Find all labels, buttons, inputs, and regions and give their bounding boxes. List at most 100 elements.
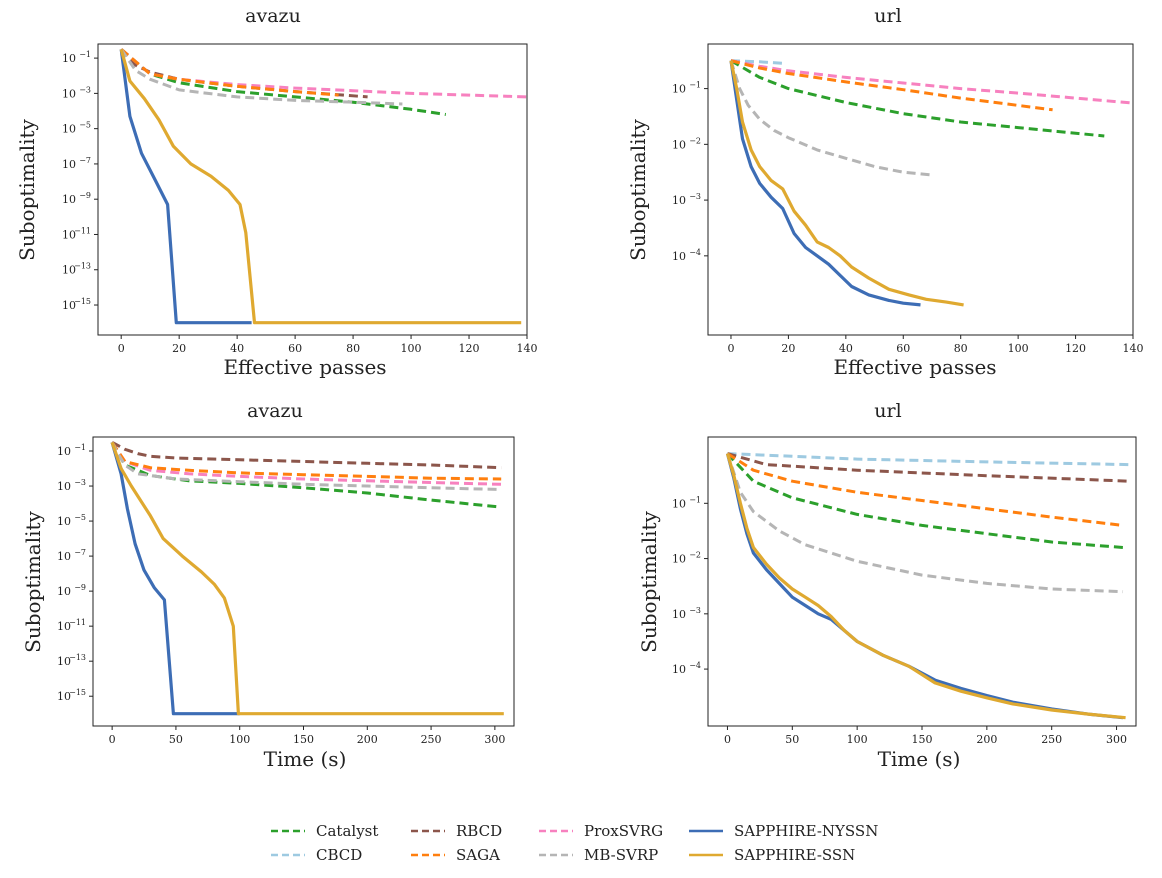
y-tick-exponent: −9: [74, 583, 86, 592]
y-tick-label: 10: [57, 515, 71, 528]
y-tick-exponent: −4: [689, 248, 701, 257]
y-tick-label: 10: [672, 194, 686, 207]
legend-swatch-mb-svrp: [539, 853, 573, 857]
legend-swatch-rbcd: [411, 829, 445, 833]
y-tick-exponent: −7: [74, 548, 86, 557]
y-tick-exponent: −3: [689, 192, 701, 201]
y-tick-exponent: −7: [79, 156, 91, 165]
chart-panel-1: 0 20 40 60 80 100 120 14010−110−310−510−710−910…: [15, 5, 538, 379]
y-tick-exponent: −11: [74, 226, 91, 235]
y-tick-label: 10: [62, 123, 76, 136]
series-line-mb-svrp: [729, 60, 933, 177]
series-line-sapphire-ssn: [119, 48, 522, 325]
figure: 0 20 40 60 80 100 120 14010−110−310−510−710−910…: [15, 5, 1144, 771]
x-tick-label: 250: [421, 733, 442, 746]
series-line-saga: [110, 441, 502, 481]
series-line-mb-svrp: [119, 48, 403, 106]
series-line-mb-svrp: [110, 441, 502, 491]
chart-title: url: [874, 400, 901, 422]
x-axis-label: Time (s): [264, 747, 347, 771]
y-tick-exponent: −3: [689, 606, 701, 615]
y-tick-label: 10: [672, 497, 686, 510]
series-line-cbcd: [727, 452, 1130, 467]
series-line-mb-svrp: [726, 453, 1124, 594]
y-tick-exponent: −5: [74, 513, 86, 522]
x-tick-label: 20: [172, 342, 186, 355]
y-tick-label: 10: [62, 87, 76, 100]
y-tick-exponent: −1: [689, 81, 701, 90]
x-tick-label: 40: [230, 342, 244, 355]
y-tick-exponent: −4: [689, 661, 701, 670]
series-group: [729, 59, 1133, 307]
y-tick-label: 10: [57, 480, 71, 493]
x-tick-label: 100: [401, 342, 422, 355]
x-tick-label: 150: [293, 733, 314, 746]
x-tick-label: 120: [459, 342, 480, 355]
legend-label: Catalyst: [316, 822, 379, 840]
series-line-rbcd: [727, 452, 1130, 483]
series-line-cbcd: [730, 59, 786, 65]
x-tick-label: 140: [517, 342, 538, 355]
y-tick-exponent: −2: [689, 551, 701, 560]
legend-item-sapphire-ssn: SAPPHIRE-SSN: [688, 844, 855, 866]
y-tick-label: 10: [672, 83, 686, 96]
y-tick-exponent: −15: [69, 688, 86, 697]
legend-swatch-proxsvrg: [539, 829, 573, 833]
y-tick-exponent: −1: [74, 443, 86, 452]
series-line-rbcd: [111, 440, 502, 470]
y-tick-exponent: −13: [74, 262, 91, 271]
y-axis-label: Suboptimality: [21, 510, 45, 652]
x-tick-label: 100: [1008, 342, 1029, 355]
y-tick-exponent: −9: [79, 191, 91, 200]
legend-item-sapphire-nyssn: SAPPHIRE-NYSSN: [688, 820, 878, 842]
y-tick-exponent: −1: [79, 50, 91, 59]
y-tick-label: 10: [57, 445, 71, 458]
legend-swatch-catalyst: [271, 829, 305, 833]
x-tick-label: 60: [288, 342, 302, 355]
y-axis-label: Suboptimality: [626, 118, 650, 260]
legend-item-saga: SAGA: [410, 844, 500, 866]
y-tick-label: 10: [672, 553, 686, 566]
series-group: [119, 48, 527, 325]
legend-label: SAPPHIRE-SSN: [734, 846, 856, 864]
x-tick-label: 100: [229, 733, 250, 746]
x-tick-label: 0: [109, 733, 116, 746]
legend-swatch-cbcd: [271, 853, 305, 857]
legend-item-mb-svrp: MB-SVRP: [538, 844, 658, 866]
y-tick-exponent: −11: [69, 618, 86, 627]
chart-title: avazu: [245, 5, 301, 27]
legend-item-cbcd: CBCD: [270, 844, 362, 866]
series-line-catalyst: [726, 452, 1124, 549]
x-tick-label: 0: [118, 342, 125, 355]
legend: Catalyst CBCD RBCD SAGA ProxSVRG MB-SVRP…: [270, 816, 930, 872]
legend-label: SAPPHIRE-NYSSN: [734, 822, 879, 840]
series-line-saga: [120, 48, 339, 97]
y-tick-label: 10: [57, 550, 71, 563]
chart-title: url: [874, 5, 901, 27]
series-line-catalyst: [110, 441, 502, 509]
x-axis-label: Effective passes: [833, 355, 996, 379]
x-tick-label: 200: [357, 733, 378, 746]
legend-item-proxsvrg: ProxSVRG: [538, 820, 663, 842]
series-line-sapphire-ssn: [729, 60, 964, 307]
series-line-proxsvrg: [730, 59, 1133, 105]
series-line-rbcd: [120, 48, 368, 99]
y-axis-label: Suboptimality: [637, 510, 661, 652]
y-tick-exponent: −1: [689, 495, 701, 504]
plot-frame: [707, 436, 1137, 727]
x-tick-label: 50: [785, 733, 799, 746]
legend-label: CBCD: [316, 846, 363, 864]
y-tick-label: 10: [57, 585, 71, 598]
y-axis-label: Suboptimality: [15, 118, 39, 260]
x-tick-label: 80: [954, 342, 968, 355]
series-line-catalyst: [120, 48, 447, 116]
legend-swatch-sapphire-ssn: [689, 853, 723, 857]
legend-item-catalyst: Catalyst: [270, 820, 378, 842]
series-line-sapphire-ssn: [725, 453, 1126, 720]
x-tick-label: 80: [346, 342, 360, 355]
y-tick-label: 10: [62, 158, 76, 171]
legend-label: RBCD: [456, 822, 503, 840]
legend-label: SAGA: [456, 846, 500, 864]
y-tick-exponent: −3: [74, 478, 86, 487]
